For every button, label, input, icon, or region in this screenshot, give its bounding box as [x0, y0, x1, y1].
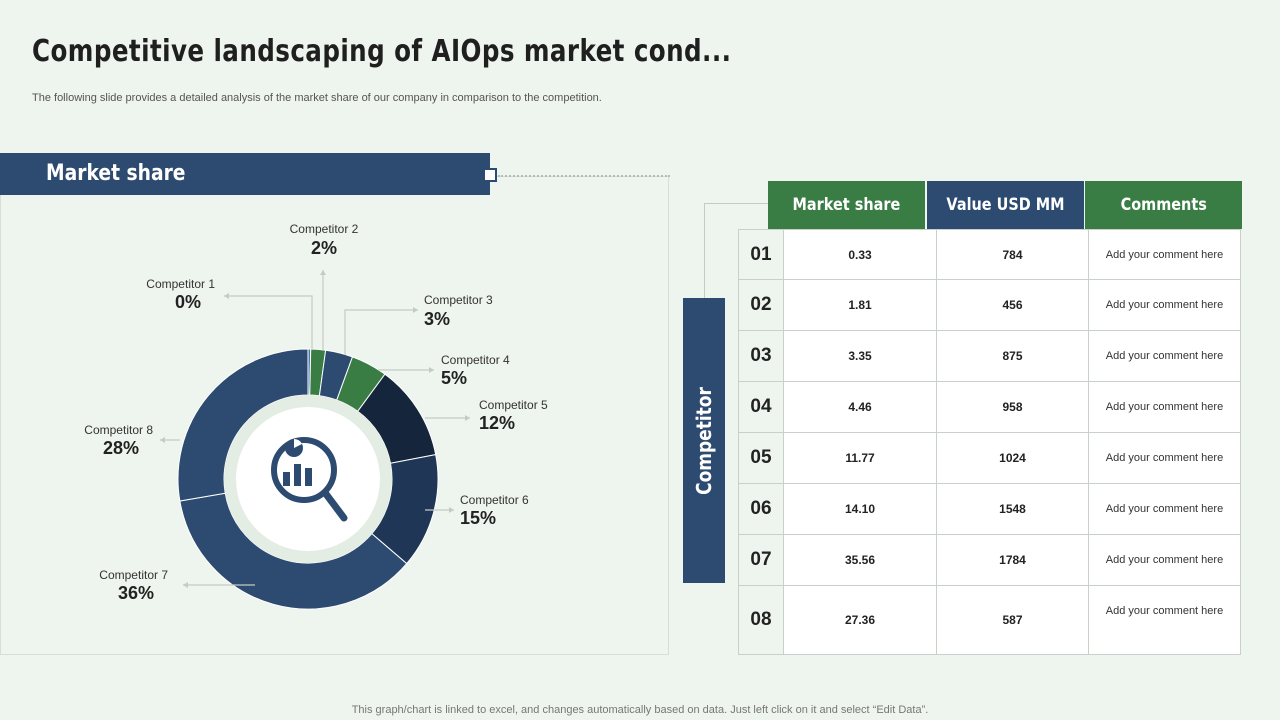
market-share-cell: 3.35 — [783, 331, 936, 381]
chart-magnifier-icon — [271, 437, 348, 522]
market-share-header-label: Market share — [46, 161, 186, 186]
slice-category-label: Competitor 3 — [424, 293, 493, 307]
table-connector-v — [704, 203, 705, 298]
comment-cell: Add your comment here — [1088, 535, 1241, 585]
table-row: 08 27.36 587 Add your comment here — [738, 586, 1241, 655]
row-number: 03 — [738, 331, 783, 381]
market-share-header: Market share — [0, 153, 490, 195]
slice-percent-label: 12% — [479, 413, 515, 433]
row-number: 04 — [738, 382, 783, 432]
slice-percent-label: 3% — [424, 309, 450, 329]
leader-arrowhead — [413, 307, 418, 313]
leader-lines — [160, 270, 470, 588]
footer-note: This graph/chart is linked to excel, and… — [351, 704, 929, 716]
slice-labels: Competitor 10% Competitor 2 2% Competitor 3… — [84, 222, 548, 603]
slice-percent-label: 28% — [103, 438, 139, 458]
comment-cell: Add your comment here — [1088, 280, 1241, 330]
leader-line — [344, 309, 418, 355]
slice-category-label: Competitor 1 — [146, 277, 215, 291]
page-title: Competitive landscaping of AIOps market … — [32, 34, 732, 69]
slice-percent-label: 0% — [175, 292, 201, 312]
leader-arrowhead — [183, 582, 188, 588]
page-subtitle: The following slide provides a detailed … — [32, 92, 602, 104]
slice-percent-label: 36% — [118, 583, 154, 603]
row-number: 05 — [738, 433, 783, 483]
market-share-cell: 1.81 — [783, 280, 936, 330]
row-number: 02 — [738, 280, 783, 330]
table-row: 01 0.33 784 Add your comment here — [738, 229, 1241, 280]
header-comments: Comments — [1085, 181, 1242, 229]
value-cell: 456 — [936, 280, 1088, 330]
value-cell: 1548 — [936, 484, 1088, 534]
table-row: 02 1.81 456 Add your comment here — [738, 280, 1241, 331]
slice-category-label: Competitor 5 — [479, 398, 548, 412]
market-share-cell: 0.33 — [783, 230, 936, 279]
table-row: 06 14.10 1548 Add your comment here — [738, 484, 1241, 535]
competitor-side-label-text: Competitor — [692, 386, 716, 495]
comment-cell: Add your comment here — [1088, 433, 1241, 483]
table-row: 05 11.77 1024 Add your comment here — [738, 433, 1241, 484]
leader-arrowhead — [160, 437, 165, 443]
leader-line — [224, 295, 313, 350]
header-market-share: Market share — [768, 181, 925, 229]
comment-cell: Add your comment here — [1088, 382, 1241, 432]
connector-knob — [483, 168, 497, 182]
comment-cell: Add your comment here — [1088, 586, 1241, 654]
leader-arrowhead — [449, 507, 454, 513]
row-number: 07 — [738, 535, 783, 585]
donut-chart[interactable]: Competitor 10% Competitor 2 2% Competitor 3… — [0, 196, 670, 656]
market-share-cell: 11.77 — [783, 433, 936, 483]
comment-cell: Add your comment here — [1088, 484, 1241, 534]
row-number: 08 — [738, 586, 783, 654]
comment-cell: Add your comment here — [1088, 230, 1241, 279]
slice-category-label: Competitor 7 — [99, 568, 168, 582]
slice-percent-label: 5% — [441, 368, 467, 388]
value-cell: 587 — [936, 586, 1088, 654]
value-cell: 875 — [936, 331, 1088, 381]
slice-category-label: Competitor 4 — [441, 353, 510, 367]
row-number: 01 — [738, 230, 783, 279]
table-row: 07 35.56 1784 Add your comment here — [738, 535, 1241, 586]
leader-arrowhead — [320, 270, 326, 275]
comment-cell: Add your comment here — [1088, 331, 1241, 381]
competitor-side-label: Competitor — [683, 298, 725, 583]
leader-arrowhead — [465, 415, 470, 421]
table-row: 04 4.46 958 Add your comment here — [738, 382, 1241, 433]
table-connector-h — [704, 203, 768, 204]
market-share-cell: 4.46 — [783, 382, 936, 432]
row-number: 06 — [738, 484, 783, 534]
leader-arrowhead — [224, 293, 229, 299]
header-value-usd: Value USD MM — [927, 181, 1084, 229]
slice-percent-label: 15% — [460, 508, 496, 528]
slice-category-label: Competitor 2 — [290, 222, 359, 236]
value-cell: 1024 — [936, 433, 1088, 483]
table-row: 03 3.35 875 Add your comment here — [738, 331, 1241, 382]
value-cell: 958 — [936, 382, 1088, 432]
slice-category-label: Competitor 8 — [84, 423, 153, 437]
slice-category-label: Competitor 6 — [460, 493, 529, 507]
value-cell: 784 — [936, 230, 1088, 279]
market-share-cell: 14.10 — [783, 484, 936, 534]
dotted-connector — [498, 175, 670, 177]
leader-arrowhead — [429, 367, 434, 373]
market-share-cell: 35.56 — [783, 535, 936, 585]
value-cell: 1784 — [936, 535, 1088, 585]
slice-percent-label: 2% — [311, 238, 337, 258]
market-share-cell: 27.36 — [783, 586, 936, 654]
